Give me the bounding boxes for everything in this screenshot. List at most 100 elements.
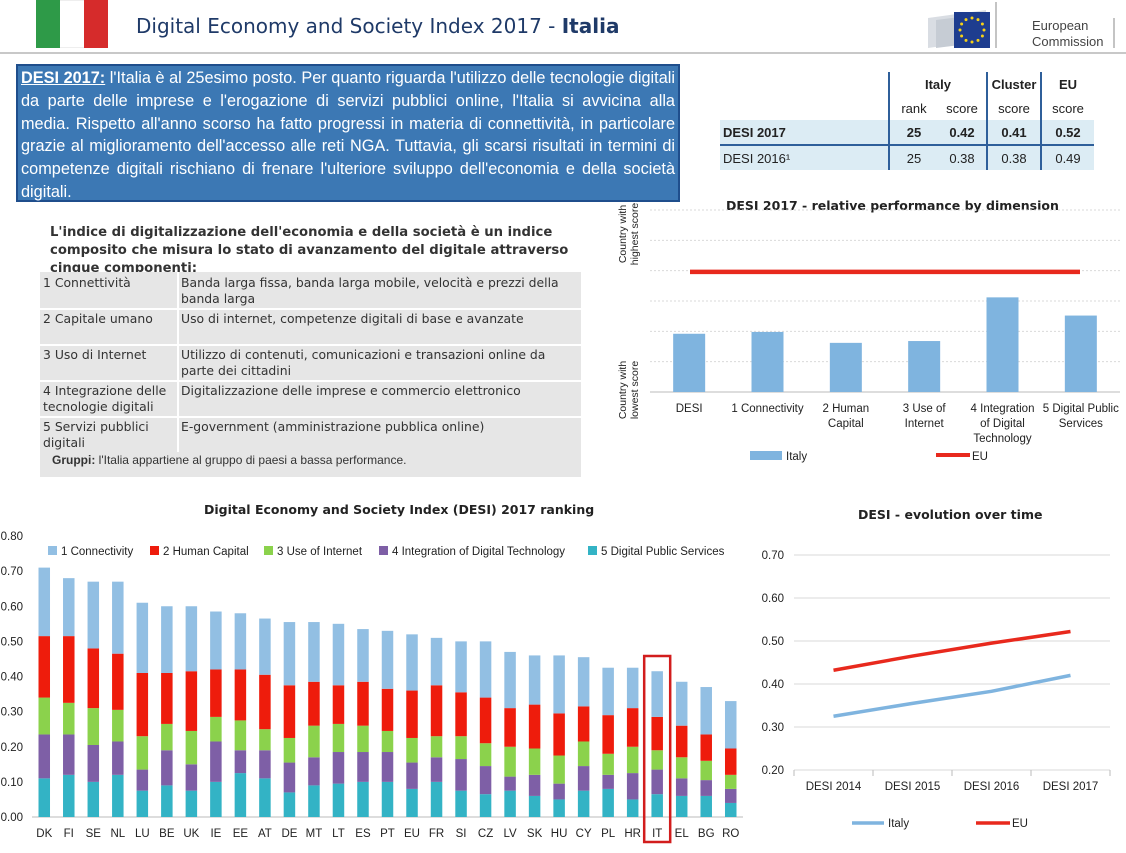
x-tick-label: BG	[698, 828, 715, 840]
bar-segment-ES-3	[357, 681, 369, 726]
list-item: 5 Servizi pubblici digitali E-government …	[40, 416, 581, 452]
legend-label-italy: Italy	[888, 818, 909, 830]
legend-swatch	[264, 546, 273, 555]
column-divider	[177, 380, 179, 416]
bar-segment-NL-4	[112, 581, 124, 654]
bar-segment-DK-3	[38, 636, 51, 698]
bar-segment-EU-1	[406, 762, 418, 789]
bar-segment-IT-3	[651, 716, 663, 751]
bar-segment-UK-0	[185, 790, 198, 817]
bar-italy-3	[908, 341, 941, 392]
y-tick-label: 0.40	[762, 679, 784, 691]
x-tick-label: SI	[456, 828, 467, 840]
legend-swatch	[150, 546, 159, 555]
groups-note: Gruppi: l'Italia appartiene al gruppo di…	[52, 453, 406, 467]
legend-label: 3 Use of Internet	[277, 546, 363, 558]
bar-segment-CY-1	[577, 766, 590, 791]
bar-segment-LU-0	[136, 790, 149, 817]
bar-segment-RO-0	[724, 802, 737, 817]
bar-segment-MT-3	[308, 681, 320, 726]
bar-segment-FI-4	[63, 578, 75, 637]
bar-segment-FR-0	[430, 781, 443, 817]
cell-eu: 0.49	[1040, 144, 1094, 170]
table-row: DESI 2016¹ 25 0.38 0.38 0.49	[720, 144, 1094, 170]
bar-segment-DE-2	[283, 737, 296, 763]
bar-segment-DK-2	[38, 697, 51, 735]
bar-segment-CZ-1	[479, 766, 492, 795]
bar-segment-UK-1	[185, 764, 198, 791]
x-tick-label: HR	[624, 828, 641, 840]
bar-segment-RO-3	[724, 748, 737, 775]
bar-segment-UK-2	[185, 730, 198, 765]
x-tick-label: DESI	[676, 403, 703, 415]
summary-text: l'Italia è al 25esimo posto. Per quanto …	[21, 69, 675, 201]
bar-segment-LV-0	[504, 790, 516, 817]
y-tick-label: 0.30	[1, 707, 23, 719]
bar-segment-DE-4	[283, 622, 296, 686]
bar-segment-EU-0	[406, 788, 418, 817]
legend-label-eu: EU	[1012, 818, 1028, 830]
bar-segment-EU-3	[406, 690, 418, 738]
bar-segment-PT-2	[381, 730, 394, 753]
bar-segment-PT-3	[381, 688, 394, 731]
x-tick-label: DESI 2014	[806, 781, 862, 793]
row-label: DESI 2016¹	[720, 144, 889, 170]
bar-segment-PL-4	[602, 667, 614, 716]
bar-segment-MT-4	[308, 622, 320, 682]
bar-segment-FI-2	[63, 702, 75, 735]
bar-segment-DK-4	[38, 567, 51, 637]
bar-segment-HU-3	[553, 713, 565, 756]
groups-text: l'Italia appartiene al gruppo di paesi a…	[95, 453, 407, 467]
bar-segment-BE-1	[161, 750, 173, 786]
bar-segment-FR-1	[430, 757, 443, 782]
bar-segment-AT-4	[259, 618, 271, 675]
x-tick-label: 2 Human Capital	[822, 403, 869, 430]
bar-segment-IE-0	[210, 781, 222, 817]
bar-segment-SI-1	[455, 759, 467, 791]
head-italy-score: score	[946, 100, 978, 116]
bar-segment-NL-2	[112, 709, 124, 742]
head-cluster: Cluster	[986, 72, 1041, 96]
y-tick-label: 0.50	[762, 636, 784, 648]
bar-segment-EE-2	[234, 720, 247, 751]
bar-segment-NL-3	[112, 653, 124, 710]
bar-segment-AT-3	[259, 674, 271, 730]
bar-segment-SE-2	[87, 708, 100, 745]
component-name: 1 Connettività	[43, 275, 131, 290]
x-tick-label: NL	[110, 828, 125, 840]
bar-segment-IT-4	[651, 671, 663, 717]
bar-segment-SK-4	[528, 655, 541, 705]
bar-italy-5	[1064, 315, 1097, 392]
bar-segment-LT-4	[332, 623, 345, 686]
bar-italy-1	[751, 331, 784, 392]
european-commission-logo	[928, 2, 1115, 48]
flag-red	[84, 0, 108, 48]
y-tick-label: 0.20	[1, 742, 23, 754]
series-line-italy	[833, 673, 1071, 718]
x-tick-label: FI	[64, 828, 74, 840]
cell-cluster: 0.41	[986, 120, 1041, 145]
summary-lead: DESI 2017:	[21, 69, 106, 87]
bar-segment-HU-0	[553, 799, 565, 817]
bar-segment-AT-0	[259, 778, 271, 817]
bar-segment-CY-4	[577, 657, 590, 707]
bar-segment-IE-4	[210, 611, 222, 670]
chart-title: DESI 2017 - relative performance by dime…	[726, 198, 1059, 213]
bar-segment-EE-3	[234, 669, 247, 721]
bar-segment-HU-2	[553, 755, 565, 784]
legend-label: 1 Connectivity	[61, 546, 133, 558]
bar-segment-FR-4	[430, 637, 443, 686]
x-tick-label: DE	[281, 828, 297, 840]
bar-segment-LV-4	[504, 651, 516, 709]
cell-cluster: 0.38	[986, 144, 1041, 170]
bar-segment-IT-2	[651, 750, 663, 770]
column-divider	[177, 272, 179, 308]
x-tick-label: PL	[601, 828, 616, 840]
bar-italy-2	[829, 342, 862, 392]
bar-segment-CZ-3	[479, 697, 492, 744]
x-tick-label: EU	[404, 828, 420, 840]
bar-segment-MT-0	[308, 785, 320, 817]
header-divider	[0, 52, 1126, 54]
bar-segment-CZ-2	[479, 743, 492, 767]
x-tick-label: LV	[503, 828, 517, 840]
